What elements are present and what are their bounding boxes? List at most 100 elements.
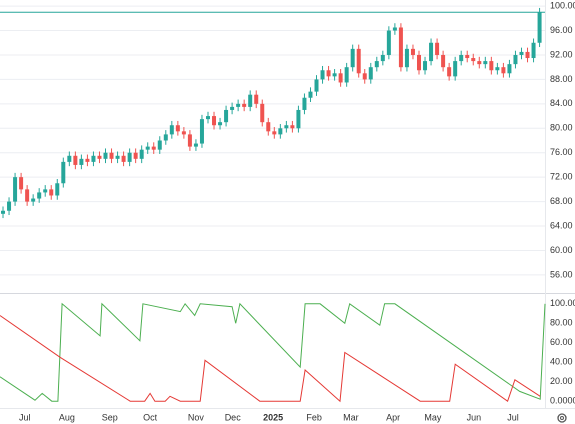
candle-body — [471, 58, 476, 62]
candle-body — [362, 73, 367, 80]
candle-body — [296, 109, 301, 129]
candle-body — [133, 152, 138, 159]
candle-body — [459, 54, 464, 62]
candle-body — [453, 61, 458, 77]
candle-body — [79, 158, 84, 165]
candle-body — [320, 70, 325, 80]
candle-body — [1, 210, 6, 214]
candle-body — [308, 91, 313, 98]
candle-body — [218, 122, 223, 126]
candle-body — [49, 189, 54, 196]
y-tick-label: 92.00 — [550, 49, 573, 59]
x-tick-label: May — [424, 412, 442, 422]
candle-body — [199, 119, 204, 144]
y-tick-label: 100.00 — [550, 298, 575, 308]
candle-body — [37, 192, 42, 199]
candle-body — [332, 73, 337, 77]
aroon-line — [0, 315, 541, 403]
y-tick-label: 76.00 — [550, 147, 573, 157]
y-tick-label: 72.00 — [550, 172, 573, 182]
y-tick-label: 20.00 — [550, 376, 573, 386]
candle-body — [67, 155, 72, 162]
x-tick-label: Apr — [386, 412, 400, 422]
candle-body — [163, 134, 168, 141]
candle-body — [73, 155, 78, 165]
candle-body — [25, 189, 30, 202]
candle-body — [121, 155, 126, 162]
candle-body — [97, 155, 102, 159]
candle-body — [290, 125, 295, 129]
candle-body — [410, 48, 415, 55]
candle-body — [392, 27, 397, 31]
candle-body — [350, 48, 355, 68]
candle-body — [272, 131, 277, 135]
x-tick-label: 2025 — [263, 412, 283, 422]
settings-icon[interactable] — [557, 413, 567, 423]
y-tick-label: 84.00 — [550, 98, 573, 108]
candle-body — [368, 67, 373, 80]
candle-body — [181, 131, 186, 135]
candle-body — [302, 97, 307, 110]
candle-body — [224, 109, 229, 123]
candle-body — [187, 134, 192, 147]
y-tick-label: 0.0000 — [550, 396, 575, 406]
candle-body — [236, 103, 241, 107]
candle-body — [205, 116, 210, 120]
candle-body — [139, 149, 144, 159]
candle-body — [441, 54, 446, 68]
candle-body — [284, 125, 289, 129]
candle-body — [537, 12, 542, 43]
candle-body — [127, 152, 132, 162]
candle-body — [43, 189, 48, 193]
y-tick-label: 64.00 — [550, 220, 573, 230]
candle-body — [151, 146, 156, 150]
candle-body — [314, 79, 319, 92]
candle-body — [423, 61, 428, 71]
candle-body — [489, 61, 494, 71]
y-tick-label: 88.00 — [550, 74, 573, 84]
candle-body — [55, 183, 60, 196]
candle-body — [495, 67, 500, 71]
candle-body — [356, 48, 361, 74]
candle-body — [19, 177, 24, 190]
candle-body — [13, 177, 18, 202]
candle-body — [175, 125, 180, 132]
x-tick-label: Oct — [143, 412, 158, 422]
candle-body — [507, 64, 512, 74]
candle-body — [248, 94, 253, 107]
candle-body — [344, 67, 349, 83]
y-tick-label: 56.00 — [550, 269, 573, 279]
candle-body — [483, 61, 488, 65]
candle-body — [193, 143, 198, 147]
y-tick-label: 80.00 — [550, 318, 573, 328]
candle-body — [254, 94, 259, 104]
candle-body — [169, 125, 174, 135]
candle-body — [447, 67, 452, 77]
y-tick-label: 80.00 — [550, 123, 573, 133]
candle-body — [326, 70, 331, 77]
candle-body — [525, 51, 530, 59]
x-tick-label: Mar — [343, 412, 359, 422]
candle-body — [519, 51, 524, 55]
x-tick-label: Dec — [225, 412, 242, 422]
candle-body — [212, 116, 217, 126]
candle-body — [404, 48, 409, 68]
x-tick-label: Aug — [59, 412, 75, 422]
candle-body — [338, 73, 343, 83]
candle-body — [91, 155, 96, 162]
candle-body — [242, 103, 247, 107]
x-tick-label: Sep — [102, 412, 118, 422]
candle-body — [435, 42, 440, 55]
candle-body — [386, 30, 391, 55]
candle-body — [31, 198, 36, 202]
aroon-line — [0, 302, 546, 402]
y-tick-label: 68.00 — [550, 196, 573, 206]
y-tick-label: 100.00 — [550, 0, 575, 10]
candle-body — [103, 152, 108, 159]
candle-body — [85, 158, 90, 162]
candle-body — [7, 201, 12, 211]
candle-body — [157, 140, 162, 150]
candle-body — [278, 128, 283, 135]
candle-body — [398, 27, 403, 68]
